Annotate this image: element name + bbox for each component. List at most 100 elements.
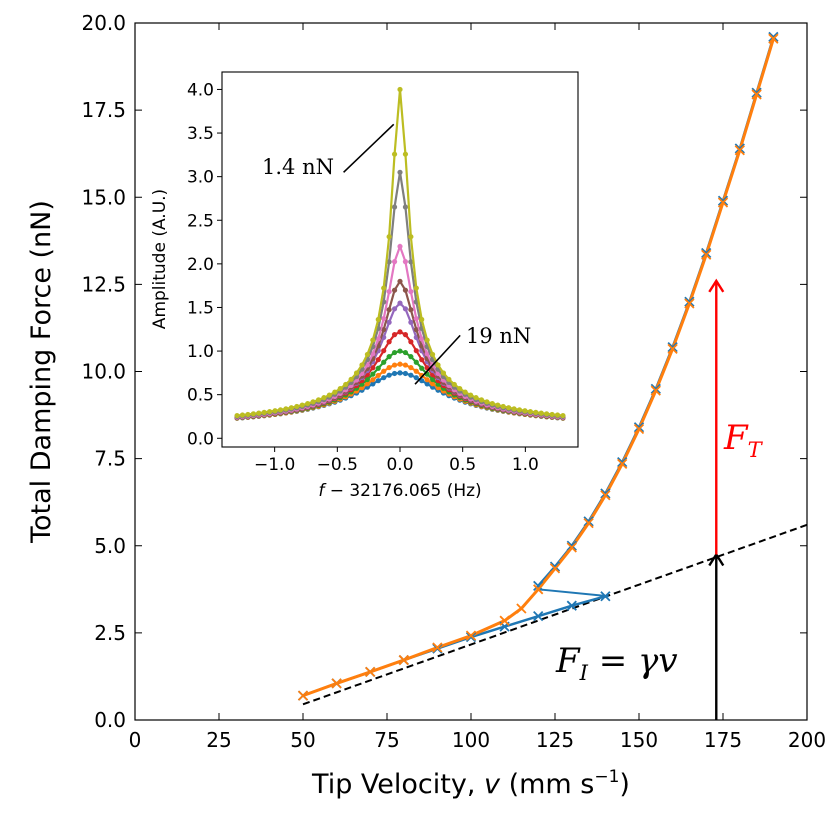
inset-data-point: [375, 365, 381, 371]
main-x-tick-label: 100: [452, 728, 490, 752]
inset-data-point: [440, 370, 447, 376]
inset-data-point: [391, 151, 398, 157]
inset-data-point: [391, 362, 398, 368]
fi-label-main: F: [555, 641, 581, 681]
inset-data-point: [370, 351, 376, 357]
inset-data-point: [256, 410, 262, 416]
inset-data-point: [408, 259, 414, 265]
inset-data-point: [419, 336, 425, 342]
main-y-tick-label: 2.5: [94, 621, 126, 645]
data-point: [600, 490, 611, 501]
data-point: [465, 630, 477, 641]
inset-data-point: [473, 395, 479, 401]
inset-data-point: [391, 370, 398, 377]
inset-data-point: [429, 351, 436, 358]
inset-data-point: [326, 392, 332, 398]
data-point: [701, 247, 712, 259]
x-label-part-5: ): [619, 769, 630, 800]
inset-data-point: [402, 151, 409, 157]
inset-data-point: [424, 351, 430, 357]
inset-data-point: [370, 377, 376, 383]
inset-data-point: [375, 372, 381, 379]
x-label-part-1: Tip Velocity,: [311, 769, 484, 800]
data-point: [633, 423, 645, 435]
data-point: [717, 195, 729, 206]
inset-data-marks: [234, 86, 566, 421]
inset-data-point: [424, 377, 430, 383]
inset-data-point: [343, 381, 349, 388]
inset-y-tick-label: 0.0: [187, 429, 214, 449]
inset-data-point: [364, 376, 371, 383]
inset-data-point: [239, 412, 246, 418]
main-x-tick-label: 0: [129, 728, 142, 752]
inset-data-point: [462, 389, 468, 395]
inset-data-point: [381, 326, 387, 333]
inset-data-point: [386, 234, 392, 240]
main-x-tick-label: 75: [374, 728, 399, 752]
inset-data-point: [386, 259, 392, 265]
inset-data-point: [516, 407, 523, 413]
data-point: [499, 615, 510, 626]
inset-data-point: [391, 204, 398, 210]
inset-x-label-part-1: f: [318, 481, 327, 501]
inset-data-point: [397, 370, 403, 376]
data-point: [583, 517, 594, 529]
inset-low-force-label: 19 nN: [466, 324, 531, 348]
ft-label: FT: [723, 418, 764, 462]
inset-data-point: [429, 381, 436, 387]
main-y-tick-label: 17.5: [81, 98, 126, 122]
data-point: [684, 298, 695, 309]
inset-y-tick-label: 2.5: [187, 211, 214, 231]
high-force-pointer: [343, 123, 395, 173]
main-y-axis-label: Total Damping Force (nN): [26, 200, 57, 544]
inset-high-force-label: 1.4 nN: [262, 155, 334, 179]
inset-data-point: [386, 307, 392, 313]
x-label-part-4: −1: [594, 767, 619, 787]
inset-x-axis-label: f − 32176.065 (Hz): [318, 481, 481, 501]
main-x-tick-label: 200: [788, 728, 826, 752]
inset-data-point: [538, 410, 544, 416]
data-point: [432, 642, 443, 653]
inset-data-point: [234, 412, 240, 419]
data-point: [583, 516, 594, 527]
fi-label-rest: = γv: [588, 641, 678, 681]
inset-data-point: [386, 364, 392, 371]
main-annotations: [708, 278, 725, 720]
inset-data-point: [370, 381, 376, 387]
inset-data-point: [397, 300, 403, 306]
inset-data-point: [391, 349, 398, 356]
inset-y-tick-label: 3.5: [187, 124, 214, 144]
main-x-tick-label: 50: [290, 728, 315, 752]
inset-data-point: [544, 411, 550, 417]
inset-x-tick-label: −0.5: [317, 455, 358, 475]
inset-data-point: [294, 403, 300, 410]
inset-data-point: [364, 381, 371, 387]
inset-data-point: [435, 362, 441, 368]
main-y-tick-label: 7.5: [94, 447, 126, 471]
inset-data-point: [511, 406, 517, 412]
data-point: [516, 603, 527, 614]
inset-data-point: [402, 287, 409, 293]
inset-data-point: [402, 370, 409, 377]
inset-x-tick-label: −1.0: [254, 455, 295, 475]
data-point: [566, 600, 577, 611]
x-label-part-3: (mm s: [500, 769, 594, 800]
inset-data-point: [402, 306, 409, 312]
inset-data-point: [397, 361, 403, 367]
inset-data-point: [375, 357, 381, 363]
inset-data-point: [267, 409, 273, 415]
inset-data-point: [408, 234, 414, 240]
inset-y-tick-label: 2.0: [187, 255, 214, 275]
main-axis-ticks: 0 25 50 75 100 125 150 175 200 0.0 2.5 5.0 7.5 10.0 12…: [81, 11, 826, 752]
inset-data-point: [386, 339, 392, 345]
inset-data-point: [299, 402, 305, 408]
data-point: [701, 249, 712, 260]
inset-plot: −1.0 −0.5 0.0 0.5 1.0 0.0 0.5 1.0 1.5 2.0 2.5 3.0 3.…: [150, 71, 579, 501]
low-force-pointer: [414, 334, 461, 385]
inset-data-point: [554, 412, 561, 418]
inset-data-point: [408, 288, 414, 295]
inset-data-point: [478, 397, 485, 403]
inset-data-point: [402, 362, 409, 368]
jump-line: [538, 588, 609, 598]
data-point: [549, 563, 561, 574]
